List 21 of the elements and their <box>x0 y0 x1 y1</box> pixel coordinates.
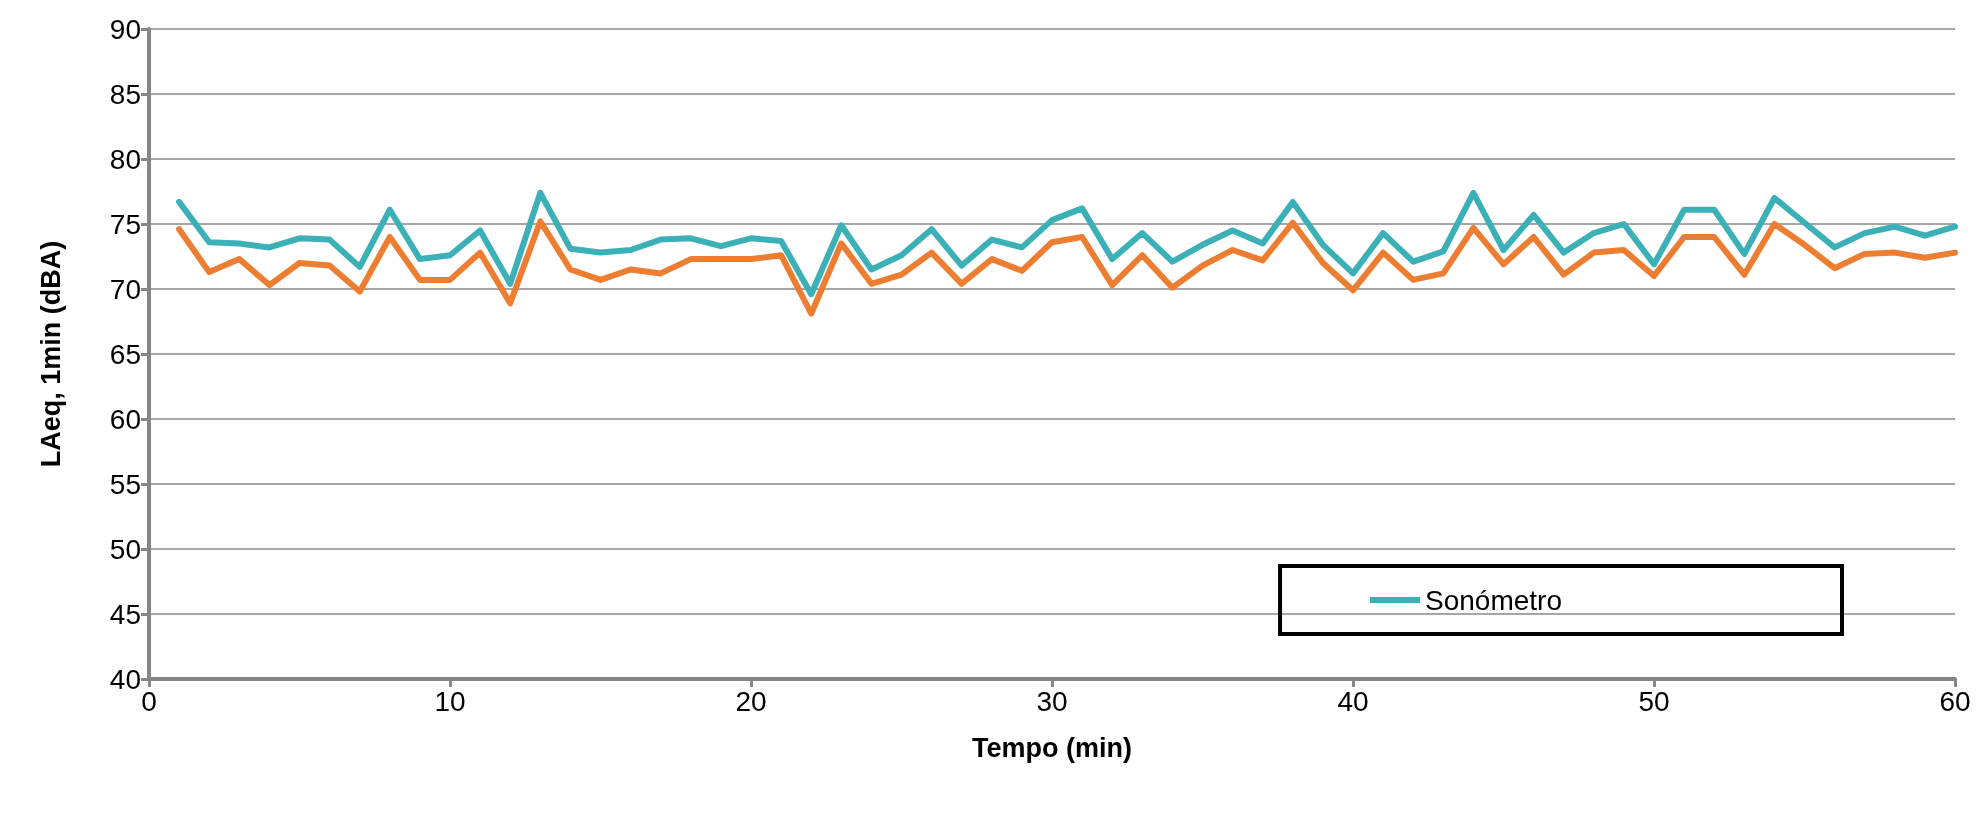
x-tick-label: 20 <box>735 685 767 717</box>
y-tick-label: 45 <box>109 598 141 630</box>
legend-label: Sonómetro <box>1425 584 1562 616</box>
x-tick-label: 40 <box>1337 685 1369 717</box>
y-tick-label: 75 <box>109 208 141 240</box>
x-tick-label: 50 <box>1638 685 1670 717</box>
y-tick-label: 85 <box>109 78 141 110</box>
x-tick-label: 60 <box>1939 685 1971 717</box>
y-tick-label: 90 <box>109 13 141 45</box>
x-tick-label: 0 <box>141 685 157 717</box>
y-tick-label: 80 <box>109 143 141 175</box>
y-tick-label: 50 <box>109 533 141 565</box>
x-tick-label: 30 <box>1036 685 1068 717</box>
y-tick-label: 40 <box>109 663 141 695</box>
y-tick-label: 70 <box>109 273 141 305</box>
y-tick-label: 60 <box>109 403 141 435</box>
x-axis-title: Tempo (min) <box>972 732 1132 763</box>
x-tick-label: 10 <box>434 685 466 717</box>
y-tick-label: 55 <box>109 468 141 500</box>
y-axis-title: LAeq, 1min (dBA) <box>35 240 66 468</box>
y-tick-label: 65 <box>109 338 141 370</box>
